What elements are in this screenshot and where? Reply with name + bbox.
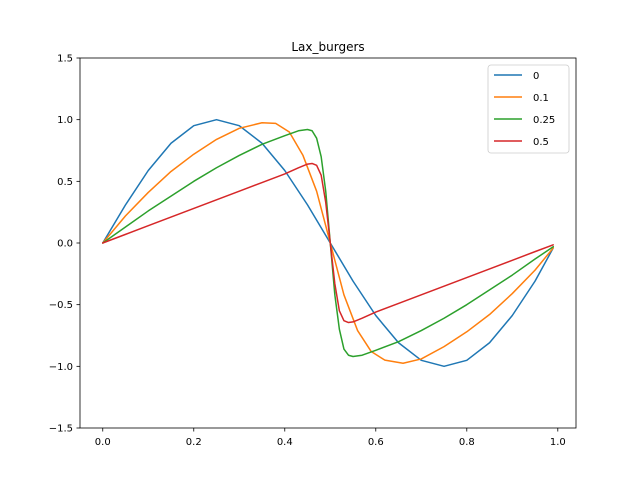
y-axis: −1.5 −1.0 −0.5 0.0 0.5 1.0 1.5 bbox=[49, 54, 80, 435]
y-tick-label: 0.0 bbox=[57, 239, 73, 250]
legend-box bbox=[487, 64, 570, 154]
x-tick-label: 1.0 bbox=[550, 437, 566, 448]
y-tick-label: −1.5 bbox=[49, 424, 73, 435]
y-tick-label: 0.5 bbox=[57, 177, 73, 188]
legend-label-3: 0.5 bbox=[533, 137, 549, 148]
legend: 0 0.1 0.25 0.5 bbox=[487, 64, 570, 154]
legend-label-0: 0 bbox=[533, 71, 539, 82]
x-axis: 0.0 0.2 0.4 0.6 0.8 1.0 bbox=[95, 428, 566, 448]
series-layer bbox=[102, 118, 554, 368]
x-tick-label: 0.0 bbox=[95, 437, 111, 448]
x-tick-label: 0.4 bbox=[277, 437, 293, 448]
y-tick-label: 1.0 bbox=[57, 115, 73, 126]
legend-label-1: 0.1 bbox=[533, 93, 549, 104]
series-line-3 bbox=[102, 162, 554, 324]
y-tick-label: −1.0 bbox=[49, 362, 73, 373]
x-tick-label: 0.6 bbox=[368, 437, 384, 448]
legend-label-2: 0.25 bbox=[533, 115, 555, 126]
x-tick-label: 0.8 bbox=[459, 437, 475, 448]
x-tick-label: 0.2 bbox=[186, 437, 202, 448]
y-tick-label: 1.5 bbox=[57, 54, 73, 65]
chart-title: Lax_burgers bbox=[291, 40, 364, 54]
y-tick-label: −0.5 bbox=[49, 300, 73, 311]
